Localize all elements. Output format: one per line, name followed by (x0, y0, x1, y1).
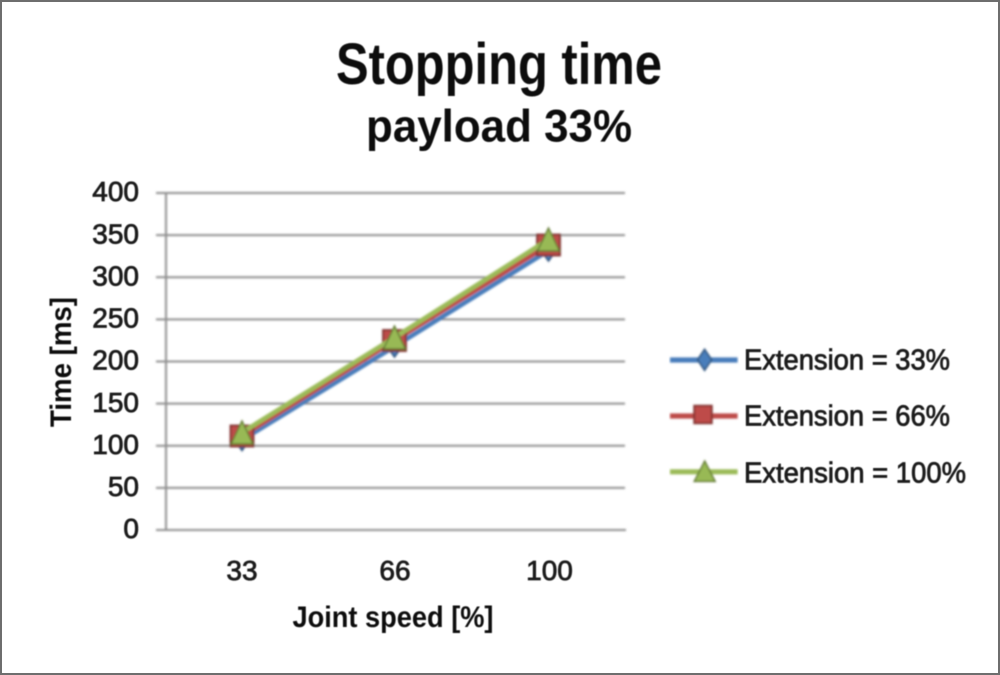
svg-text:payload 33%: payload 33% (366, 101, 632, 152)
svg-text:Joint speed [%]: Joint speed [%] (293, 601, 494, 634)
svg-text:300: 300 (92, 260, 139, 291)
svg-text:Time [ms]: Time [ms] (45, 297, 78, 427)
svg-text:Extension = 33%: Extension = 33% (744, 345, 950, 377)
svg-text:400: 400 (92, 176, 139, 207)
svg-text:250: 250 (92, 303, 139, 334)
svg-text:0: 0 (123, 513, 139, 544)
svg-text:150: 150 (92, 387, 139, 418)
svg-text:350: 350 (92, 218, 139, 249)
svg-text:Extension = 66%: Extension = 66% (744, 400, 950, 432)
svg-text:200: 200 (92, 345, 139, 376)
svg-text:Stopping time: Stopping time (336, 32, 662, 97)
svg-text:100: 100 (526, 555, 573, 586)
svg-text:33: 33 (226, 555, 257, 586)
svg-text:Extension = 100%: Extension = 100% (744, 458, 966, 490)
svg-text:66: 66 (379, 555, 410, 586)
svg-text:100: 100 (92, 429, 139, 460)
svg-text:50: 50 (108, 471, 139, 502)
